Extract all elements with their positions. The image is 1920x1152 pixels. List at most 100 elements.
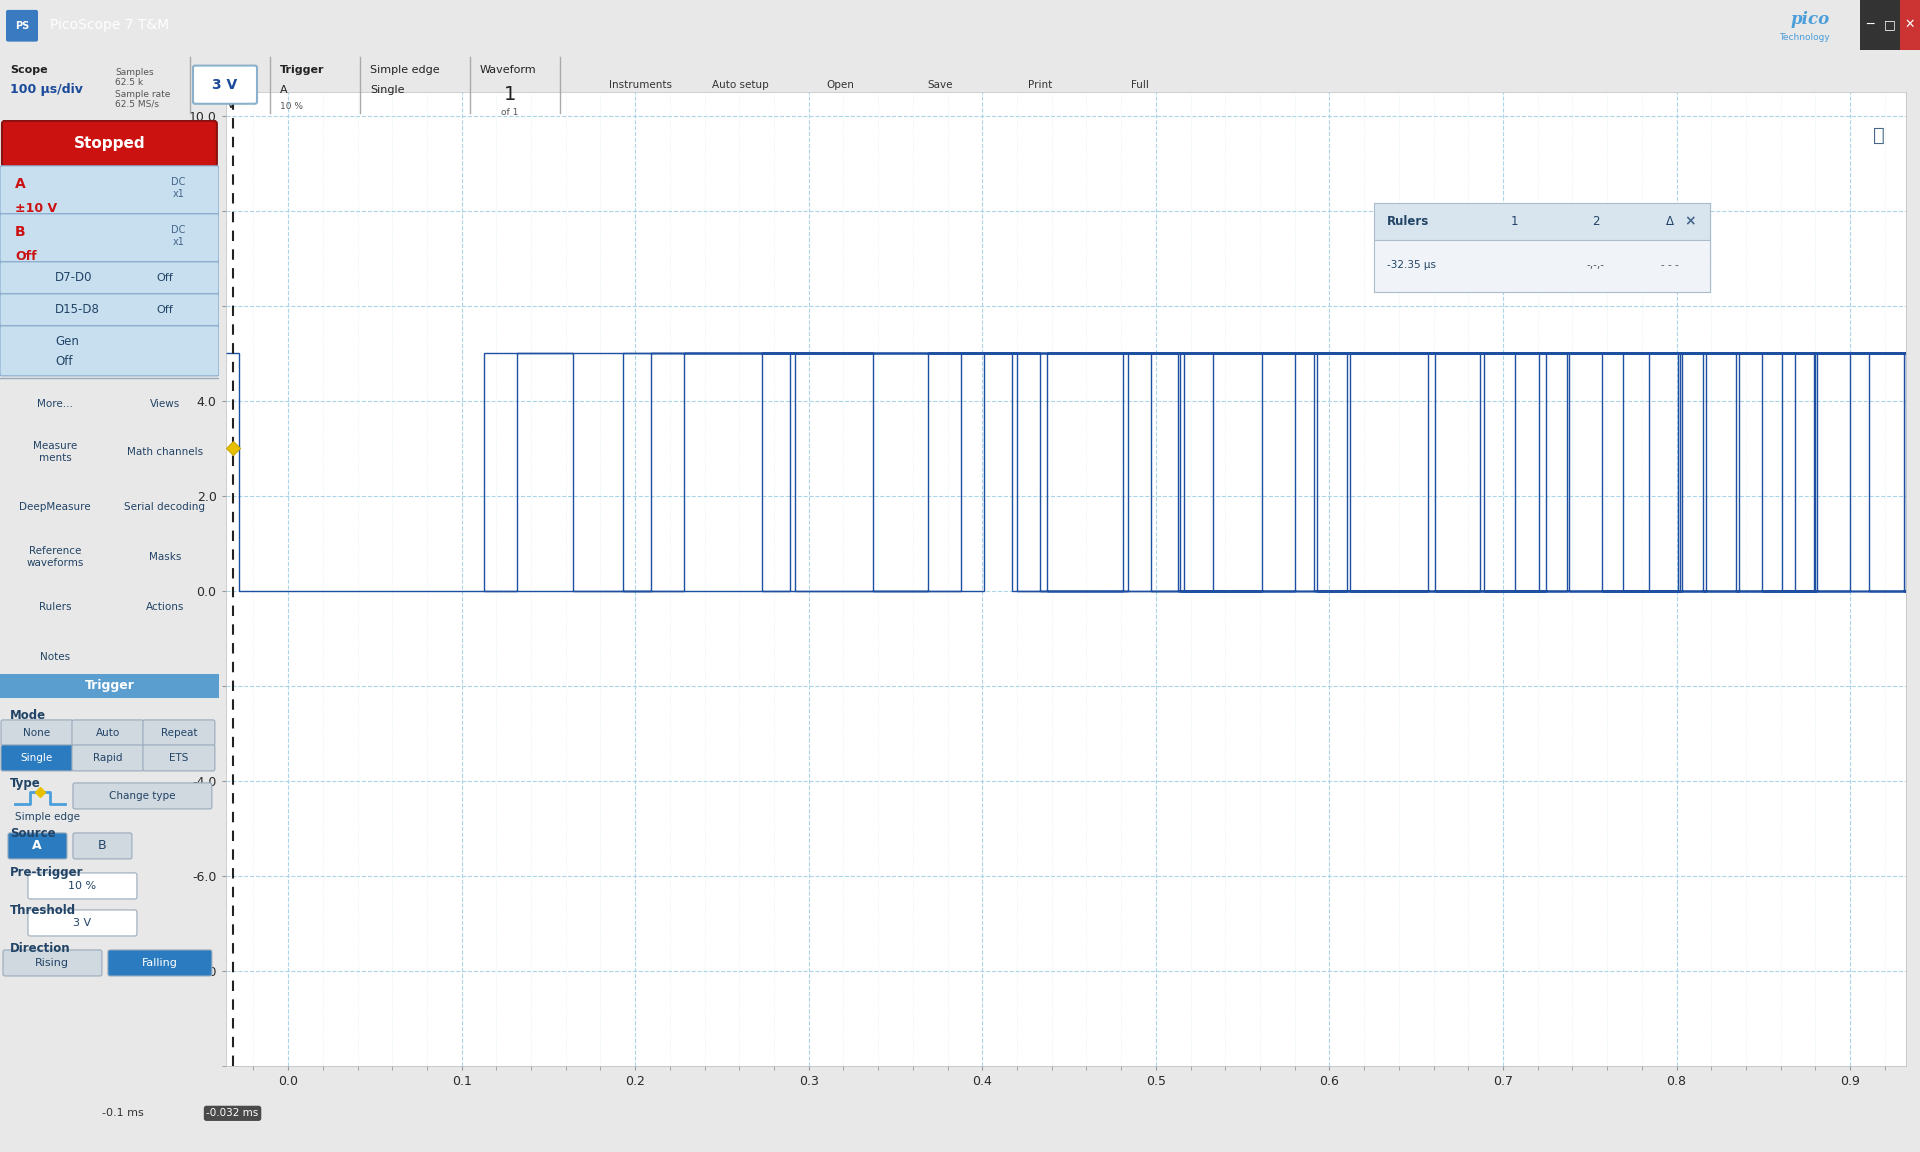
FancyBboxPatch shape <box>0 294 219 326</box>
Text: None: None <box>23 728 50 738</box>
Text: x1: x1 <box>173 189 184 199</box>
Text: x1: x1 <box>173 237 184 247</box>
Text: Source: Source <box>10 827 56 840</box>
Text: □: □ <box>1884 18 1895 31</box>
FancyBboxPatch shape <box>108 950 211 976</box>
FancyBboxPatch shape <box>71 745 144 771</box>
Text: Single: Single <box>21 753 54 763</box>
Text: Single: Single <box>371 85 405 94</box>
Text: Direction: Direction <box>10 942 71 955</box>
Text: DeepMeasure: DeepMeasure <box>19 502 90 511</box>
FancyBboxPatch shape <box>71 720 144 746</box>
FancyBboxPatch shape <box>0 166 219 214</box>
FancyBboxPatch shape <box>8 833 67 859</box>
Text: 10 %: 10 % <box>280 101 303 111</box>
Text: D7-D0: D7-D0 <box>56 272 92 285</box>
Text: 100 μs/div: 100 μs/div <box>10 83 83 96</box>
Text: Rulers: Rulers <box>38 601 71 612</box>
Text: 62.5 k: 62.5 k <box>115 77 144 86</box>
Text: -0.1 ms: -0.1 ms <box>102 1108 144 1119</box>
Text: -0.032 ms: -0.032 ms <box>207 1108 259 1119</box>
Text: 10.0: 10.0 <box>227 73 253 85</box>
Text: Auto setup: Auto setup <box>712 79 768 90</box>
Text: Sample rate: Sample rate <box>115 90 171 99</box>
FancyBboxPatch shape <box>0 214 219 262</box>
Text: Views: Views <box>150 399 180 409</box>
FancyBboxPatch shape <box>6 10 38 41</box>
Text: Actions: Actions <box>146 601 184 612</box>
Text: Δ: Δ <box>1665 215 1674 228</box>
Text: B: B <box>15 225 25 238</box>
Text: Save: Save <box>927 79 952 90</box>
Text: 3 V: 3 V <box>213 77 238 92</box>
Text: Auto: Auto <box>96 728 121 738</box>
Text: DC: DC <box>171 225 184 235</box>
Bar <box>1375 203 1711 241</box>
Text: Simple edge: Simple edge <box>371 65 440 75</box>
FancyBboxPatch shape <box>4 950 102 976</box>
Text: Waveform: Waveform <box>480 65 536 75</box>
Text: Off: Off <box>15 250 36 263</box>
Text: B: B <box>98 840 106 852</box>
FancyBboxPatch shape <box>194 66 257 104</box>
FancyBboxPatch shape <box>73 833 132 859</box>
Text: 10 %: 10 % <box>67 881 96 890</box>
Text: Stopped: Stopped <box>75 136 146 151</box>
Text: Gen: Gen <box>56 335 79 348</box>
FancyBboxPatch shape <box>29 910 136 935</box>
FancyBboxPatch shape <box>2 720 73 746</box>
Text: DC: DC <box>171 176 184 187</box>
Text: PicoScope 7 T&M: PicoScope 7 T&M <box>50 17 169 32</box>
Text: - - -: - - - <box>1661 260 1678 270</box>
Text: Off: Off <box>157 273 173 283</box>
Text: ─: ─ <box>1866 18 1874 31</box>
Text: Threshold: Threshold <box>10 904 77 917</box>
Text: Serial decoding: Serial decoding <box>125 502 205 511</box>
Text: Measure
ments: Measure ments <box>33 441 77 463</box>
Text: Off: Off <box>56 355 73 369</box>
Text: 62.5 MS/s: 62.5 MS/s <box>115 100 159 108</box>
Text: D15-D8: D15-D8 <box>56 303 100 317</box>
Text: Rising: Rising <box>35 958 69 968</box>
Bar <box>1880 0 1901 50</box>
Text: V: V <box>227 98 236 111</box>
FancyBboxPatch shape <box>2 745 73 771</box>
Bar <box>1860 0 1880 50</box>
Text: -32.35 μs: -32.35 μs <box>1386 260 1436 270</box>
Text: 🔍: 🔍 <box>1872 126 1885 145</box>
Text: Math channels: Math channels <box>127 447 204 457</box>
FancyBboxPatch shape <box>29 873 136 899</box>
Text: Print: Print <box>1027 79 1052 90</box>
Text: Rapid: Rapid <box>94 753 123 763</box>
Text: ±10 V: ±10 V <box>15 202 58 214</box>
FancyBboxPatch shape <box>142 745 215 771</box>
Bar <box>1901 0 1920 50</box>
Text: PS: PS <box>15 21 29 31</box>
Text: Falling: Falling <box>142 958 179 968</box>
Text: Scope: Scope <box>10 65 48 75</box>
Text: 3 V: 3 V <box>73 918 90 929</box>
Text: Instruments: Instruments <box>609 79 672 90</box>
FancyBboxPatch shape <box>142 720 215 746</box>
FancyBboxPatch shape <box>0 262 219 294</box>
FancyBboxPatch shape <box>2 121 217 167</box>
Text: A: A <box>33 840 42 852</box>
Text: Samples: Samples <box>115 68 154 76</box>
Text: Pre-trigger: Pre-trigger <box>10 866 83 879</box>
Text: Type: Type <box>10 776 40 790</box>
Text: Trigger: Trigger <box>84 680 134 692</box>
Text: of 1: of 1 <box>501 108 518 116</box>
Text: 2: 2 <box>1592 215 1599 228</box>
Text: Off: Off <box>157 305 173 314</box>
Text: 1: 1 <box>503 85 516 104</box>
Text: Open: Open <box>826 79 854 90</box>
FancyBboxPatch shape <box>0 326 219 376</box>
Text: Change type: Change type <box>109 791 175 801</box>
Text: -,-,-: -,-,- <box>1586 260 1605 270</box>
Text: Notes: Notes <box>40 652 69 662</box>
Text: Simple edge: Simple edge <box>15 812 81 821</box>
Text: A: A <box>280 85 288 94</box>
Text: Full: Full <box>1131 79 1148 90</box>
Text: ✕: ✕ <box>1905 18 1916 31</box>
Text: Trigger: Trigger <box>280 65 324 75</box>
